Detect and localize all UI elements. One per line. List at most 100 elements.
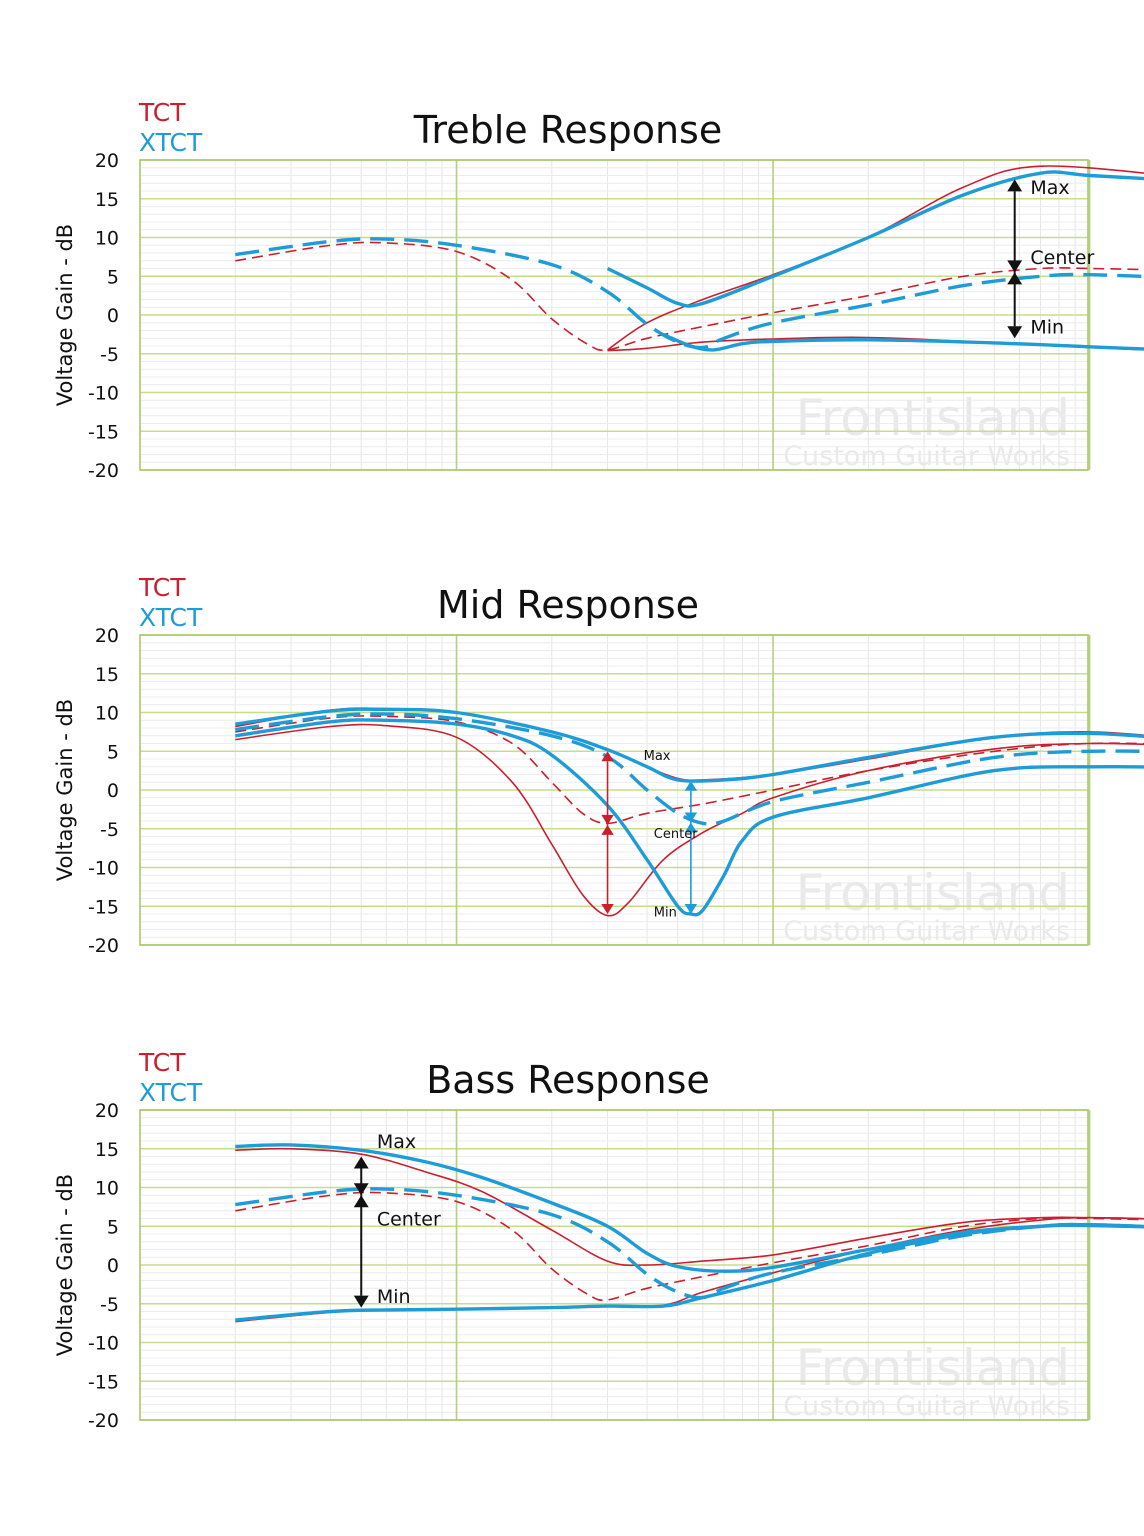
range-arrow-head <box>684 780 698 791</box>
tct-curve-dashed <box>235 1191 1144 1301</box>
watermark-tagline: Custom Guitar Works <box>783 916 1070 947</box>
y-tick-label: 0 <box>107 780 119 802</box>
y-tick-label: 10 <box>95 1178 119 1200</box>
y-tick-label: -10 <box>88 1333 119 1355</box>
chart-title: Treble Response <box>413 108 722 152</box>
xtct-curve-solid <box>235 707 1144 783</box>
xtct-curve-dashed <box>235 237 1144 350</box>
xtct-curve-dashed <box>235 1187 1144 1300</box>
y-tick-label: -15 <box>88 896 119 918</box>
xtct-curve-solid <box>662 332 1144 352</box>
range-arrow-head <box>1007 179 1023 192</box>
range-arrow-head <box>601 751 614 762</box>
y-tick-label: -5 <box>100 1294 119 1316</box>
y-axis-label: Voltage Gain - dB <box>53 224 77 406</box>
y-tick-label: -10 <box>88 383 119 405</box>
range-arrow-head <box>353 1295 369 1308</box>
bass-response-panel: Frontisland Custom Guitar Works 20 15 10 5 0 -5… <box>0 950 1144 1430</box>
y-tick-label: 20 <box>95 1100 119 1122</box>
annotation-min: Min <box>377 1286 411 1308</box>
arrow-group <box>353 1156 369 1308</box>
y-tick-label: 5 <box>107 1216 119 1238</box>
xtct-curve-solid <box>606 170 1144 308</box>
y-axis-label: Voltage Gain - dB <box>53 1174 77 1356</box>
xtct-curve-solid <box>235 718 1144 917</box>
mid-response-panel: Frontisland Custom Guitar Works 20 15 10 5 0 -5… <box>0 475 1144 955</box>
treble-response-panel: Frontisland Custom Guitar Works 20 15 10 5 0 -5… <box>0 0 1144 480</box>
y-tick-label: -15 <box>88 1371 119 1393</box>
plot-frame <box>139 159 1089 471</box>
range-arrow-head <box>684 822 698 833</box>
series-group <box>235 165 1144 352</box>
y-tick-label: 15 <box>95 1139 119 1161</box>
tct-curve-dashed <box>235 241 1144 351</box>
y-tick-label: -15 <box>88 421 119 443</box>
chart-title: Bass Response <box>426 1058 710 1102</box>
range-arrow-head <box>1007 326 1023 339</box>
tct-curve-dashed <box>235 715 1144 825</box>
y-tick-label: 20 <box>95 625 119 647</box>
watermark-brand: Frontisland <box>796 389 1070 447</box>
grid <box>139 634 1091 946</box>
arrow-group <box>1007 179 1023 339</box>
grid <box>139 1109 1091 1421</box>
annotation-min: Min <box>1030 317 1064 339</box>
y-tick-label: -20 <box>88 460 119 480</box>
xtct-curve-dashed <box>235 712 1144 826</box>
annotation-max: Max <box>1030 177 1069 199</box>
annotation-max: Max <box>644 749 671 764</box>
annotation-center: Center <box>654 827 698 842</box>
range-arrow-head <box>684 812 698 823</box>
y-tick-label: -20 <box>88 935 119 955</box>
range-arrow-head <box>601 814 614 825</box>
y-axis-label: Voltage Gain - dB <box>53 699 77 881</box>
range-arrow-head <box>601 904 614 914</box>
watermark-brand: Frontisland <box>796 1339 1070 1397</box>
tct-curve-solid <box>235 723 1144 917</box>
annotation-max: Max <box>377 1131 416 1153</box>
legend-xtct: XTCT <box>139 128 203 157</box>
tct-curve-solid <box>607 336 1144 352</box>
watermark-tagline: Custom Guitar Works <box>783 1391 1070 1422</box>
y-tick-label: -5 <box>100 819 119 841</box>
xtct-curve-solid <box>235 1143 1144 1273</box>
range-arrow-head <box>1007 260 1023 273</box>
y-tick-label: 10 <box>95 703 119 725</box>
grid <box>139 159 1091 471</box>
y-tick-label: 15 <box>95 664 119 686</box>
annotation-center: Center <box>1030 247 1094 269</box>
range-arrow-head <box>601 824 614 835</box>
range-arrow-head <box>353 1183 369 1196</box>
y-tick-label: -10 <box>88 858 119 880</box>
arrow-group <box>601 751 698 914</box>
y-tick-label: 20 <box>95 150 119 172</box>
y-tick-label: 5 <box>107 266 119 288</box>
annotation-center: Center <box>377 1209 441 1231</box>
y-tick-label: 10 <box>95 228 119 250</box>
legend-tct: TCT <box>138 1048 186 1077</box>
range-arrow-head <box>353 1156 369 1169</box>
plot-frame <box>139 634 1089 946</box>
legend-tct: TCT <box>138 573 186 602</box>
chart-title: Mid Response <box>437 583 699 627</box>
y-tick-label: 15 <box>95 189 119 211</box>
annotation-min: Min <box>654 905 677 920</box>
legend-xtct: XTCT <box>139 603 203 632</box>
y-tick-label: 0 <box>107 305 119 327</box>
y-tick-label: -5 <box>100 344 119 366</box>
watermark-brand: Frontisland <box>796 864 1070 922</box>
series-group <box>235 707 1144 917</box>
watermark-tagline: Custom Guitar Works <box>783 441 1070 472</box>
range-arrow-head <box>684 904 698 914</box>
legend-xtct: XTCT <box>139 1078 203 1107</box>
y-tick-label: -20 <box>88 1410 119 1430</box>
range-arrow-head <box>1007 272 1023 285</box>
plot-frame <box>139 1109 1089 1421</box>
tct-curve-solid <box>235 1147 1144 1267</box>
y-tick-label: 0 <box>107 1255 119 1277</box>
series-group <box>235 1143 1144 1323</box>
y-tick-label: 5 <box>107 741 119 763</box>
range-arrow-head <box>353 1195 369 1208</box>
